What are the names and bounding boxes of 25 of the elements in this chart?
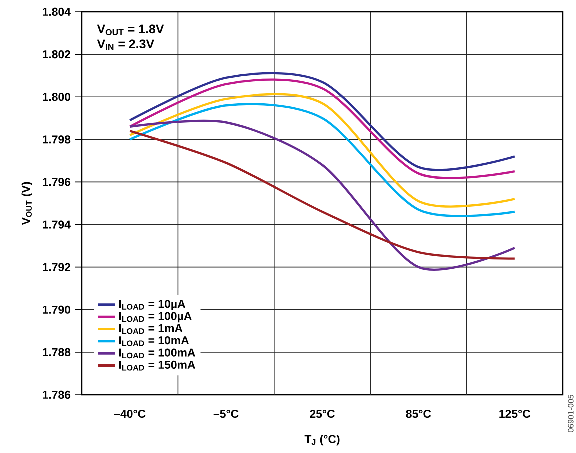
x-tick-label: 85°C (406, 410, 432, 418)
x-tick-label: 25°C (310, 410, 335, 418)
annotation: V$_{IN}$ = 2.3V (97, 40, 154, 50)
y-tick-label: 1.798 (43, 136, 71, 144)
y-tick-label: 1.804 (43, 8, 71, 16)
y-tick-label: 1.796 (43, 178, 71, 186)
x-tick-label: –40°C (114, 410, 146, 418)
annotation: V$_{OUT}$ = 1.8V (97, 24, 164, 36)
y-tick-label: 1.788 (43, 348, 71, 356)
x-tick-label: –5°C (214, 410, 239, 418)
legend-label: I$_{LOAD}$ = 100µA (119, 312, 192, 323)
y-tick-label: 1.802 (43, 50, 71, 59)
legend-label: I$_{LOAD}$ = 150mA (119, 360, 196, 371)
y-axis-title: V$_{OUT}$ (V) (22, 182, 32, 226)
y-tick-label: 1.792 (43, 263, 71, 272)
x-tick-label: 125°C (500, 410, 531, 418)
y-tick-label: 1.790 (43, 306, 71, 314)
legend-label: I$_{LOAD}$ = 10mA (119, 336, 190, 346)
legend-label: I$_{LOAD}$ = 10µA (119, 300, 186, 310)
legend-label: I$_{LOAD}$ = 100mA (119, 348, 196, 359)
y-tick-label: 1.786 (43, 390, 71, 400)
legend-label: I$_{LOAD}$ = 1mA (119, 324, 183, 334)
x-axis-title: T$_{J}$ (°C) (304, 434, 340, 446)
y-tick-label: 1.800 (43, 93, 71, 102)
y-tick-label: 1.794 (43, 220, 71, 229)
